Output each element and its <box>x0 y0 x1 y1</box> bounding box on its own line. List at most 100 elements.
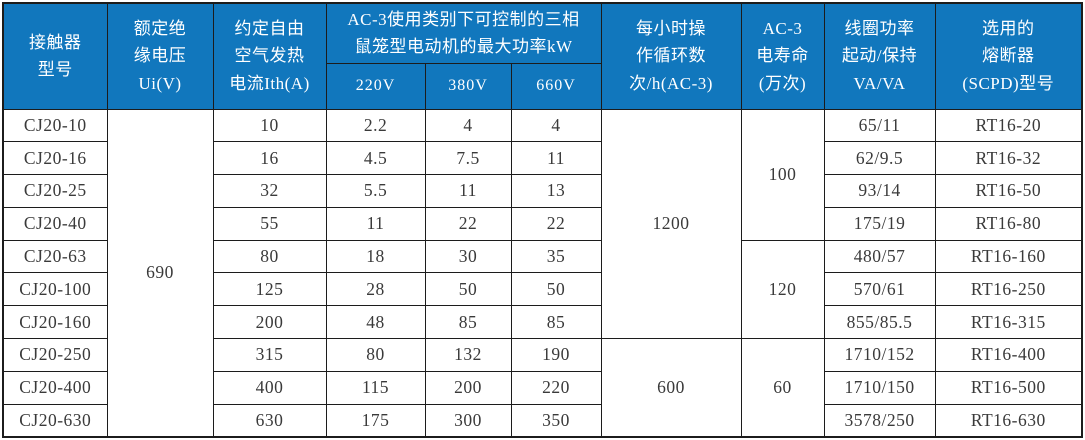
header-660v: 660V <box>510 62 602 110</box>
table-header: 接触器 型号 额定绝 缘电压 Ui(V) 约定自由 空气发热 电流Ith(A) … <box>2 2 1083 110</box>
cell-cycles: 600 <box>600 338 742 438</box>
cell-p220: 11 <box>325 206 426 241</box>
cell-model: CJ20-16 <box>2 141 108 176</box>
cell-ith: 80 <box>212 239 327 274</box>
cell-ith: 315 <box>212 338 327 372</box>
cell-life: 120 <box>740 239 825 340</box>
cell-coil: 1710/150 <box>823 370 936 405</box>
cell-p660: 13 <box>510 174 602 208</box>
cell-p220: 175 <box>325 403 426 438</box>
cell-p660: 35 <box>510 239 602 274</box>
table-row: CJ20-16 16 4.5 7.5 11 62/9.5 RT16-32 <box>2 141 1083 176</box>
cell-p380: 4 <box>424 108 512 143</box>
header-cycles-per-hour: 每小时操 作循环数 次/h(AC-3) <box>600 2 742 110</box>
header-coil-power: 线圈功率 起动/保持 VA/VA <box>823 2 936 110</box>
table-row: CJ20-630 630 175 300 350 3578/250 RT16-6… <box>2 403 1083 438</box>
table-row: CJ20-250 315 80 132 190 600 60 1710/152 … <box>2 338 1083 438</box>
cell-fuse: RT16-80 <box>934 206 1083 241</box>
cell-p660: 22 <box>510 206 602 241</box>
cell-model: CJ20-100 <box>2 272 108 307</box>
cell-p660: 4 <box>510 108 602 143</box>
cell-model: CJ20-63 <box>2 239 108 274</box>
cell-p660: 350 <box>510 403 602 438</box>
cell-coil: 570/61 <box>823 272 936 307</box>
cell-p220: 48 <box>325 305 426 340</box>
cell-p380: 132 <box>424 338 512 372</box>
cell-p380: 85 <box>424 305 512 340</box>
cell-p380: 7.5 <box>424 141 512 176</box>
table-row: CJ20-400 400 115 200 220 1710/150 RT16-5… <box>2 370 1083 405</box>
cell-fuse: RT16-32 <box>934 141 1083 176</box>
cell-p220: 5.5 <box>325 174 426 208</box>
cell-p660: 220 <box>510 370 602 405</box>
header-220v: 220V <box>325 62 426 110</box>
cell-coil: 855/85.5 <box>823 305 936 340</box>
cell-model: CJ20-630 <box>2 403 108 438</box>
header-max-power-group: AC-3使用类别下可控制的三相 鼠笼型电动机的最大功率kW <box>325 2 602 64</box>
cell-model: CJ20-400 <box>2 370 108 405</box>
cell-coil: 65/11 <box>823 108 936 143</box>
cell-p220: 18 <box>325 239 426 274</box>
header-fuse-type: 选用的 熔断器 (SCPD)型号 <box>934 2 1083 110</box>
cell-ith: 125 <box>212 272 327 307</box>
cell-model: CJ20-10 <box>2 108 108 143</box>
cell-ith: 400 <box>212 370 327 405</box>
cell-p220: 28 <box>325 272 426 307</box>
cell-p660: 190 <box>510 338 602 372</box>
cell-cycles: 1200 <box>600 108 742 340</box>
cell-fuse: RT16-630 <box>934 403 1083 438</box>
cell-ith: 16 <box>212 141 327 176</box>
header-model: 接触器 型号 <box>2 2 108 110</box>
cell-p380: 300 <box>424 403 512 438</box>
cell-coil: 62/9.5 <box>823 141 936 176</box>
cell-coil: 175/19 <box>823 206 936 241</box>
cell-p380: 30 <box>424 239 512 274</box>
cell-fuse: RT16-50 <box>934 174 1083 208</box>
cell-p660: 11 <box>510 141 602 176</box>
cell-model: CJ20-40 <box>2 206 108 241</box>
cell-p380: 50 <box>424 272 512 307</box>
header-insulation-voltage: 额定绝 缘电压 Ui(V) <box>106 2 214 110</box>
cell-insulation-voltage: 690 <box>106 108 214 438</box>
table-row: CJ20-40 55 11 22 22 175/19 RT16-80 <box>2 206 1083 241</box>
cell-ith: 200 <box>212 305 327 340</box>
cell-fuse: RT16-250 <box>934 272 1083 307</box>
cell-fuse: RT16-400 <box>934 338 1083 372</box>
cell-life: 100 <box>740 108 825 241</box>
cell-model: CJ20-160 <box>2 305 108 340</box>
cell-coil: 480/57 <box>823 239 936 274</box>
cell-fuse: RT16-500 <box>934 370 1083 405</box>
header-thermal-current: 约定自由 空气发热 电流Ith(A) <box>212 2 327 110</box>
cell-p380: 22 <box>424 206 512 241</box>
cell-p220: 115 <box>325 370 426 405</box>
cell-ith: 10 <box>212 108 327 143</box>
cell-fuse: RT16-160 <box>934 239 1083 274</box>
table-row: CJ20-10 690 10 2.2 4 4 1200 100 65/11 RT… <box>2 108 1083 438</box>
cell-p660: 50 <box>510 272 602 307</box>
cell-coil: 93/14 <box>823 174 936 208</box>
cell-coil: 3578/250 <box>823 403 936 438</box>
table-row: CJ20-100 125 28 50 50 570/61 RT16-250 <box>2 272 1083 307</box>
cell-model: CJ20-25 <box>2 174 108 208</box>
cell-p220: 4.5 <box>325 141 426 176</box>
cell-fuse: RT16-315 <box>934 305 1083 340</box>
cell-model: CJ20-250 <box>2 338 108 372</box>
cell-ith: 32 <box>212 174 327 208</box>
cell-fuse: RT16-20 <box>934 108 1083 143</box>
cell-ith: 55 <box>212 206 327 241</box>
cell-p380: 200 <box>424 370 512 405</box>
cell-p380: 11 <box>424 174 512 208</box>
cell-life: 60 <box>740 338 825 438</box>
table-body: CJ20-10 690 10 2.2 4 4 1200 100 65/11 RT… <box>2 108 1083 438</box>
cell-ith: 630 <box>212 403 327 438</box>
header-380v: 380V <box>424 62 512 110</box>
cell-p660: 85 <box>510 305 602 340</box>
header-row-1: 接触器 型号 额定绝 缘电压 Ui(V) 约定自由 空气发热 电流Ith(A) … <box>2 2 1083 110</box>
header-electrical-life: AC-3 电寿命 (万次) <box>740 2 825 110</box>
cell-p220: 2.2 <box>325 108 426 143</box>
cell-coil: 1710/152 <box>823 338 936 372</box>
cell-p220: 80 <box>325 338 426 372</box>
header-row-2: 220V 380V 660V <box>3 62 1082 110</box>
table-row: CJ20-25 32 5.5 11 13 93/14 RT16-50 <box>2 174 1083 208</box>
